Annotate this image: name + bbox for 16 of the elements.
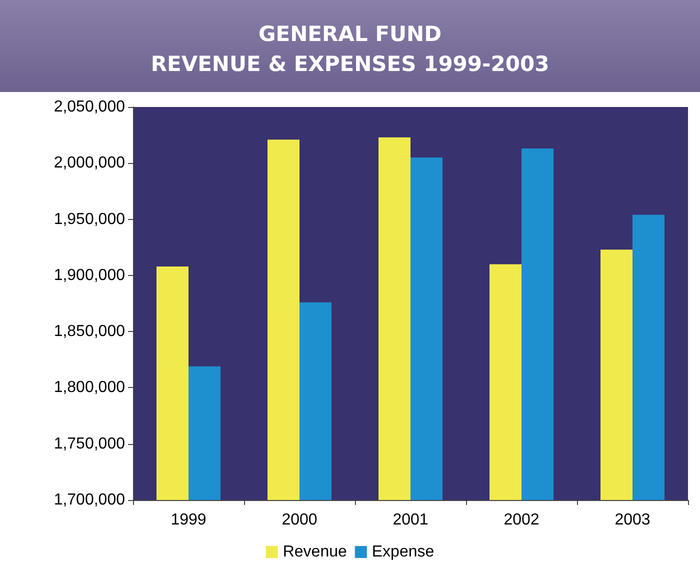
y-tick-label: 1,950,000	[54, 210, 126, 228]
y-tick-label: 1,750,000	[54, 435, 126, 452]
x-tick-label: 2002	[504, 512, 540, 528]
y-tick-label: 2,000,000	[54, 154, 126, 172]
chart-title: GENERAL FUND REVENUE & EXPENSES 1999-2003	[150, 22, 550, 76]
legend-label: Revenue	[282, 544, 347, 560]
x-tick-label: 2001	[392, 512, 428, 528]
x-tick-label: 1999	[170, 512, 206, 528]
x-tick-label: 2000	[282, 512, 318, 528]
y-tick-label: 1,800,000	[54, 379, 126, 396]
legend-label: Expense	[372, 544, 434, 560]
y-tick-label: 1,900,000	[54, 266, 126, 284]
x-tick-label: 2003	[614, 512, 650, 528]
y-tick-label: 2,050,000	[54, 98, 126, 116]
y-tick-label: 1,700,000	[54, 492, 126, 508]
y-tick-label: 1,850,000	[54, 323, 126, 340]
